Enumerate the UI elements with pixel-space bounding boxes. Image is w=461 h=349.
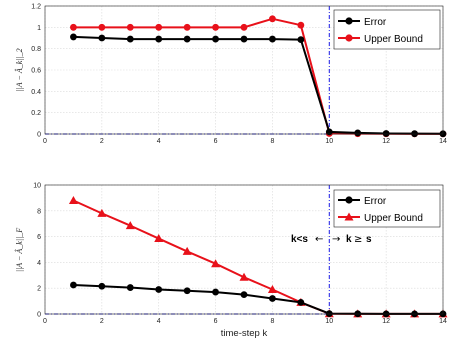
bottom-upper-bound-point [97, 208, 107, 217]
top-y-tick-label: 0.8 [31, 46, 41, 53]
bottom-x-tick-label: 2 [100, 318, 104, 325]
bottom-error-point [325, 310, 333, 318]
bottom-tick-labels: 0 2 4 6 8 10 12 14 0 2 4 6 8 10 [33, 183, 447, 326]
top-error-point [70, 33, 77, 41]
bottom-x-tick-label: 14 [439, 318, 447, 325]
bottom-y-tick-label: 0 [37, 312, 41, 319]
top-axes-box [44, 5, 444, 135]
bottom-legend-box [333, 189, 441, 228]
top-y-tick-label: 0 [37, 132, 41, 139]
top-error-point [126, 35, 134, 43]
top-error-point [411, 130, 418, 138]
bottom-upper-bound-point [239, 272, 249, 281]
top-tick-labels: 0 2 4 6 8 10 12 14 0 0.2 0.4 0.6 0.8 1 1.2 [31, 4, 447, 146]
top-chart: 0 2 4 6 8 10 12 14 0 0.2 0.4 0.6 0.8 1 1.2 ||A − Â_k||… [14, 4, 447, 146]
bottom-upper-bound-point [182, 246, 192, 255]
bottom-error-point [240, 291, 248, 299]
bottom-legend-ub-marker [344, 212, 354, 221]
top-error-point [98, 34, 106, 42]
top-y-tick-label: 0.2 [31, 110, 41, 117]
bottom-upper-bound-point [211, 259, 221, 268]
bottom-upper-bound-point [68, 195, 78, 204]
top-x-tick-label: 0 [43, 138, 47, 145]
top-error-point [183, 35, 191, 43]
top-upper-bound-point [126, 23, 134, 31]
bottom-x-tick-label: 0 [43, 318, 47, 325]
bottom-upper-bound-point [154, 234, 164, 243]
top-y-tick-label: 0.6 [31, 68, 41, 75]
top-upper-bound-point [155, 23, 163, 31]
bottom-error-point [70, 281, 77, 289]
top-error-point [269, 35, 276, 43]
top-x-tick-label: 6 [214, 138, 218, 145]
top-error-point [240, 35, 248, 43]
top-upper-bound-point [297, 21, 305, 29]
bottom-x-tick-label: 10 [325, 318, 333, 325]
bottom-x-tick-label: 6 [214, 318, 218, 325]
bottom-legend-ub-label: Upper Bound [364, 213, 423, 224]
bottom-x-tick-label: 8 [270, 318, 274, 325]
top-x-tick-label: 8 [270, 138, 274, 145]
top-upper-bound-point [269, 15, 276, 23]
top-legend-error-marker [345, 17, 353, 25]
top-upper-bound-point [212, 23, 219, 31]
top-x-tick-label: 4 [157, 138, 161, 145]
top-legend-box [333, 9, 441, 50]
bottom-y-tick-label: 8 [37, 208, 41, 215]
bottom-error-point [212, 288, 219, 296]
top-y-axis-label: ||A − Â_k||_2 [14, 48, 24, 91]
bottom-upper-bound-point [125, 221, 135, 230]
bottom-chart: 0 2 4 6 8 10 12 14 0 2 4 6 8 10 ||A − Â_k||_F time-st… [14, 183, 448, 339]
top-legend-ub-marker [345, 34, 353, 42]
bottom-legend: Error Upper Bound [333, 189, 441, 228]
bottom-x-axis-label: time-step k [221, 328, 268, 339]
bottom-error-point [297, 298, 305, 306]
top-x-tick-label: 2 [100, 138, 104, 145]
top-error-line [73, 35, 444, 135]
top-x-tick-label: 10 [325, 138, 333, 145]
bottom-error-point [269, 295, 276, 302]
bottom-legend-error-marker [345, 196, 353, 204]
top-y-tick-label: 0.4 [31, 89, 41, 96]
bottom-y-tick-label: 2 [37, 286, 41, 293]
top-upper-bound-point [70, 23, 77, 31]
bottom-y-tick-label: 6 [37, 234, 41, 241]
top-legend-ub-label: Upper Bound [364, 34, 423, 45]
bottom-error-point [183, 287, 191, 295]
bottom-axes-box [44, 184, 444, 315]
top-upper-bound-point [240, 23, 248, 31]
top-legend-error-label: Error [364, 17, 387, 28]
bottom-error-point [155, 286, 163, 293]
top-x-tick-label: 12 [382, 138, 390, 145]
annotation-left-arrow: ← [315, 234, 323, 245]
top-error-point [212, 35, 219, 43]
top-x-tick-label: 14 [439, 138, 447, 145]
bottom-y-axis-label: ||A − Â_k||_F [14, 228, 24, 272]
top-legend: Error Upper Bound [333, 9, 441, 50]
bottom-error-point [126, 284, 134, 291]
annotation-right-arrow: → [332, 234, 340, 245]
top-error-point [297, 36, 305, 43]
annotation-k: k [346, 234, 352, 245]
top-error-point [155, 35, 163, 43]
bottom-error-point [98, 282, 106, 290]
bottom-upper-bound-point [267, 284, 277, 293]
bottom-x-tick-label: 4 [157, 318, 161, 325]
bottom-y-tick-label: 10 [33, 183, 41, 190]
top-y-tick-label: 1 [37, 25, 41, 32]
top-upper-bound-point [183, 23, 191, 31]
annotation-geq: ≥ [354, 234, 362, 245]
annotation-k-less-s: k<s [291, 234, 308, 245]
top-upper-bound-point [98, 23, 106, 31]
bottom-x-tick-label: 12 [382, 318, 390, 325]
top-error-point [382, 130, 390, 137]
top-y-tick-label: 1.2 [31, 4, 41, 11]
bottom-y-tick-label: 4 [37, 260, 41, 267]
bottom-legend-error-label: Error [364, 196, 387, 207]
regime-annotation: k<s ← → k ≥ s [291, 234, 372, 245]
annotation-s: s [366, 234, 372, 245]
top-error-point [325, 128, 333, 136]
top-error-point [354, 129, 362, 137]
